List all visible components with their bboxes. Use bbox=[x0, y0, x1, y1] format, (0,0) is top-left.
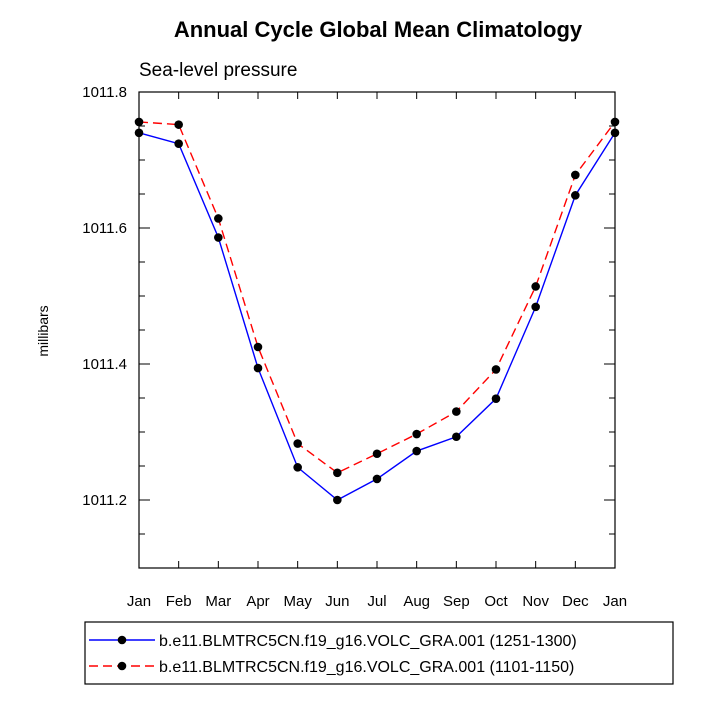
x-tick-labels: Jan Feb Mar Apr May Jun Jul Aug Sep Oct Nov Dec Jan bbox=[127, 593, 627, 610]
series-line-2 bbox=[138, 121, 616, 474]
series-2-point bbox=[253, 342, 263, 352]
series-1-point bbox=[372, 474, 382, 484]
series-2-point bbox=[452, 407, 461, 416]
chart-subtitle: Sea-level pressure bbox=[139, 60, 297, 81]
legend-label-2: b.e11.BLMTRC5CN.f19_g16.VOLC_GRA.001 (11… bbox=[159, 659, 574, 676]
x-tick-label: Apr bbox=[246, 593, 269, 610]
y-tick-label: 1011.6 bbox=[82, 220, 127, 237]
series-1-point bbox=[571, 191, 580, 200]
x-tick-label: Feb bbox=[166, 593, 192, 610]
x-tick-label: Sep bbox=[443, 593, 470, 610]
y-tick-label: 1011.8 bbox=[82, 84, 127, 101]
x-tick-label: May bbox=[283, 593, 312, 610]
y-tick-label: 1011.4 bbox=[82, 356, 127, 373]
x-tick-label: Oct bbox=[484, 593, 508, 610]
legend: b.e11.BLMTRC5CN.f19_g16.VOLC_GRA.001 (12… bbox=[84, 621, 674, 685]
series-1-point bbox=[412, 446, 421, 456]
series-1-point bbox=[253, 363, 263, 373]
y-axis-label: millibars bbox=[35, 305, 51, 356]
x-tick-label: Jan bbox=[603, 593, 627, 610]
series-1-point bbox=[491, 394, 501, 403]
x-tick-label: Aug bbox=[403, 593, 430, 610]
x-tick-label: Mar bbox=[205, 593, 231, 610]
x-tick-label: Dec bbox=[562, 593, 589, 610]
legend-entries: b.e11.BLMTRC5CN.f19_g16.VOLC_GRA.001 (12… bbox=[89, 633, 577, 676]
series-1-point bbox=[174, 139, 183, 148]
series-2-point bbox=[531, 282, 540, 291]
series-1-point bbox=[293, 463, 302, 472]
legend-marker-2 bbox=[117, 661, 127, 671]
series-1-point bbox=[214, 233, 223, 242]
series-2-point bbox=[412, 429, 421, 439]
y-tick-labels: 1011.2 1011.4 1011.6 1011.8 bbox=[82, 84, 127, 509]
series-line-1 bbox=[138, 132, 616, 501]
series-1-point bbox=[531, 302, 540, 312]
chart-title: Annual Cycle Global Mean Climatology bbox=[174, 17, 583, 42]
legend-box bbox=[84, 621, 674, 685]
x-tick-label: Nov bbox=[522, 593, 549, 610]
series-2-point bbox=[491, 365, 501, 374]
series-2-point bbox=[174, 120, 183, 129]
x-tick-label: Jan bbox=[127, 593, 151, 610]
series-2-point bbox=[372, 449, 382, 459]
series-1-point bbox=[333, 495, 342, 505]
series-layer bbox=[134, 117, 620, 505]
ticks-layer bbox=[138, 91, 616, 569]
series-2-point bbox=[214, 214, 223, 223]
series-1-point bbox=[452, 432, 461, 442]
y-tick-label: 1011.2 bbox=[82, 492, 127, 509]
series-2-point bbox=[571, 170, 580, 180]
plot-frame bbox=[138, 91, 616, 569]
x-tick-label: Jul bbox=[367, 593, 386, 610]
series-2-point bbox=[293, 439, 302, 448]
x-tick-label: Jun bbox=[325, 593, 349, 610]
legend-marker-1 bbox=[117, 635, 127, 645]
legend-label-1: b.e11.BLMTRC5CN.f19_g16.VOLC_GRA.001 (12… bbox=[159, 633, 577, 650]
series-2-point bbox=[333, 468, 342, 478]
